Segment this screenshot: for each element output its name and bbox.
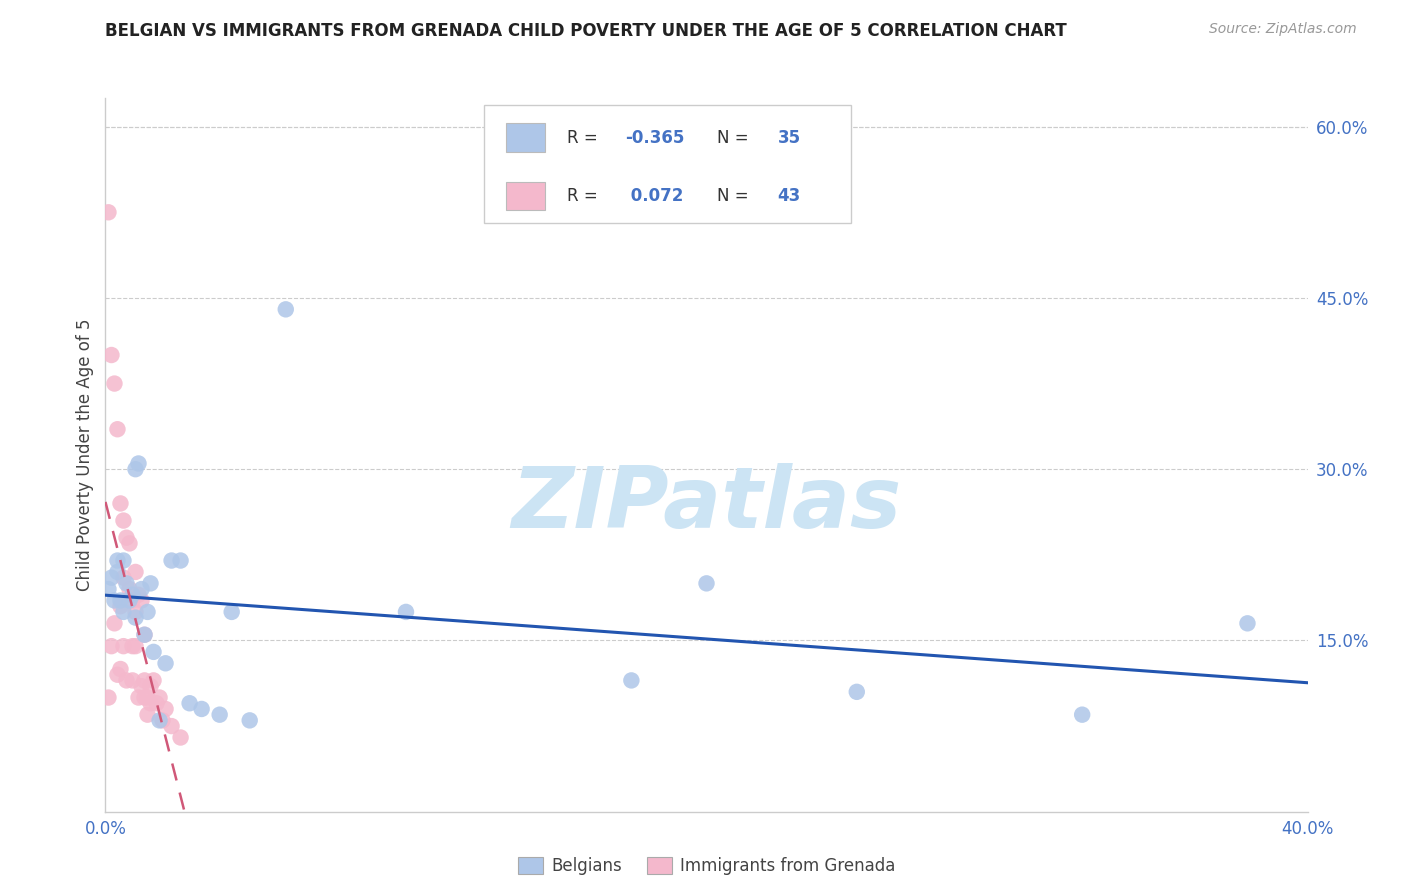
Point	[100, 348, 122, 362]
Text: -0.365: -0.365	[624, 128, 685, 146]
Point	[112, 514, 135, 528]
Point	[155, 657, 177, 671]
Point	[118, 593, 141, 607]
Point	[142, 673, 165, 688]
Point	[134, 628, 156, 642]
Point	[115, 673, 138, 688]
Point	[128, 588, 150, 602]
Point	[152, 714, 174, 728]
Point	[160, 719, 183, 733]
Y-axis label: Child Poverty Under the Age of 5: Child Poverty Under the Age of 5	[76, 318, 94, 591]
Point	[124, 610, 146, 624]
Point	[112, 605, 135, 619]
Point	[155, 702, 177, 716]
Point	[110, 593, 132, 607]
Point	[124, 639, 146, 653]
Point	[239, 714, 262, 728]
Text: 43: 43	[778, 187, 800, 205]
Text: ZIPatlas: ZIPatlas	[512, 463, 901, 547]
Point	[208, 707, 231, 722]
Point	[696, 576, 718, 591]
Point	[107, 422, 129, 436]
Point	[124, 565, 146, 579]
Text: R =: R =	[567, 128, 603, 146]
Point	[139, 576, 162, 591]
Point	[136, 707, 159, 722]
Point	[190, 702, 212, 716]
Point	[139, 696, 162, 710]
Point	[134, 628, 156, 642]
Point	[845, 685, 868, 699]
Point	[121, 673, 143, 688]
Point	[115, 531, 138, 545]
Point	[221, 605, 243, 619]
Point	[97, 582, 120, 596]
Point	[110, 662, 132, 676]
Text: 0.072: 0.072	[624, 187, 683, 205]
Point	[118, 582, 141, 596]
Point	[395, 605, 418, 619]
Point	[124, 462, 146, 476]
Point	[139, 679, 162, 693]
Point	[134, 690, 156, 705]
Point	[124, 605, 146, 619]
Point	[110, 496, 132, 510]
Point	[121, 639, 143, 653]
Point	[145, 696, 167, 710]
Point	[128, 690, 150, 705]
Point	[620, 673, 643, 688]
Point	[112, 639, 135, 653]
Point	[100, 571, 122, 585]
Text: BELGIAN VS IMMIGRANTS FROM GRENADA CHILD POVERTY UNDER THE AGE OF 5 CORRELATION : BELGIAN VS IMMIGRANTS FROM GRENADA CHILD…	[105, 22, 1067, 40]
Text: N =: N =	[717, 128, 754, 146]
Text: R =: R =	[567, 187, 603, 205]
Point	[179, 696, 201, 710]
Point	[169, 731, 191, 745]
FancyBboxPatch shape	[484, 105, 851, 223]
Legend: Belgians, Immigrants from Grenada: Belgians, Immigrants from Grenada	[517, 856, 896, 875]
Point	[160, 553, 183, 567]
Point	[107, 553, 129, 567]
Point	[103, 376, 125, 391]
Point	[131, 593, 153, 607]
Point	[121, 588, 143, 602]
Point	[107, 565, 129, 579]
Point	[148, 690, 170, 705]
Point	[112, 553, 135, 567]
Point	[121, 593, 143, 607]
Point	[169, 553, 191, 567]
Text: 35: 35	[778, 128, 800, 146]
Point	[134, 673, 156, 688]
Point	[110, 599, 132, 614]
Point	[142, 645, 165, 659]
Point	[1236, 616, 1258, 631]
Text: Source: ZipAtlas.com: Source: ZipAtlas.com	[1209, 22, 1357, 37]
Point	[136, 605, 159, 619]
Point	[118, 593, 141, 607]
Point	[131, 679, 153, 693]
Point	[118, 536, 141, 550]
Point	[1071, 707, 1094, 722]
Point	[274, 302, 297, 317]
Point	[103, 616, 125, 631]
Point	[100, 639, 122, 653]
Point	[112, 571, 135, 585]
Point	[148, 714, 170, 728]
Point	[97, 205, 120, 219]
Point	[128, 457, 150, 471]
FancyBboxPatch shape	[506, 182, 546, 211]
Point	[131, 582, 153, 596]
Text: N =: N =	[717, 187, 754, 205]
Point	[97, 690, 120, 705]
Point	[136, 690, 159, 705]
Point	[103, 593, 125, 607]
FancyBboxPatch shape	[506, 123, 546, 152]
Point	[115, 576, 138, 591]
Point	[107, 667, 129, 681]
